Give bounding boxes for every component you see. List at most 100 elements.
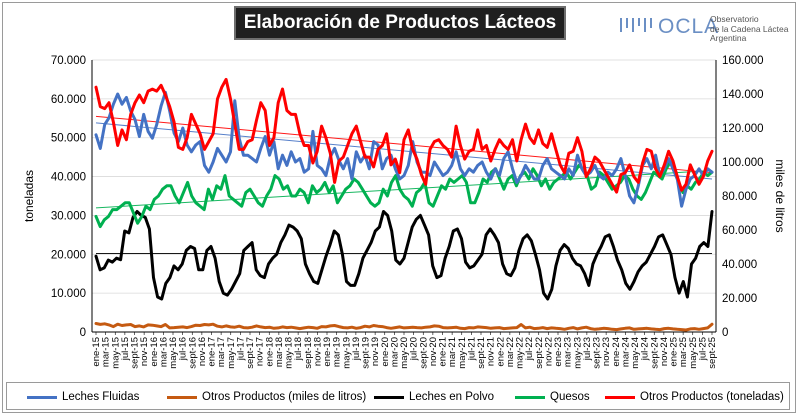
x-tick-label: jul-23 <box>582 337 593 361</box>
legend-swatch <box>27 395 57 399</box>
x-tick-label: ene-24 <box>611 337 622 367</box>
y-left-tick-label: 70.000 <box>51 55 86 67</box>
y-right-tick-label: 0 <box>722 327 728 339</box>
logo-wordmark: OCLA <box>658 15 720 38</box>
chart-title: Elaboración de Productos Lácteos <box>243 12 557 33</box>
logo-line-1: Observatorio <box>710 14 759 24</box>
y-right-tick-label: 140.000 <box>722 89 764 101</box>
legend-item-otros-litros: Otros Productos (miles de litros) <box>167 390 366 404</box>
legend-item-quesos: Quesos <box>515 390 590 404</box>
y-left-tick-label: 40.000 <box>51 172 86 184</box>
x-tick-label: may-18 <box>284 337 295 369</box>
milk-drops-icon <box>620 18 652 32</box>
x-tick-label: jul-22 <box>524 337 535 361</box>
x-tick-label: may-24 <box>630 337 641 369</box>
y-right-axis-title: miles de litros <box>773 159 787 232</box>
y-right-tick-label: 20.000 <box>722 293 757 305</box>
legend-swatch <box>374 395 404 399</box>
x-tick-label: nov-16 <box>197 337 208 366</box>
x-tick-label: may-25 <box>688 337 699 369</box>
x-tick-label: ene-21 <box>438 337 449 367</box>
legend-item-leches-fluidas: Leches Fluidas <box>27 390 139 404</box>
y-left-tick-label: 10.000 <box>51 288 86 300</box>
x-tick-label: ene-17 <box>207 337 218 367</box>
legend-label: Otros Productos (toneladas) <box>640 391 784 403</box>
x-tick-label: ene-23 <box>553 337 564 367</box>
legend-label: Leches en Polvo <box>409 391 495 403</box>
x-tick-label: jul-21 <box>466 337 477 361</box>
x-tick-label: mar-21 <box>447 337 458 367</box>
x-tick-label: sept-15 <box>130 337 141 369</box>
x-tick-label: nov-19 <box>370 337 381 366</box>
x-tick-label: jul-19 <box>351 337 362 361</box>
legend-swatch <box>605 395 635 399</box>
x-tick-label: nov-20 <box>428 337 439 366</box>
x-tick-label: jul-25 <box>697 337 708 361</box>
y-left-tick-label: 0 <box>80 327 86 339</box>
x-tick-label: jul-17 <box>235 337 246 361</box>
y-left-axis-title: toneladas <box>22 170 36 222</box>
series-line-2 <box>94 210 714 301</box>
legend-item-otros-toneladas: Otros Productos (toneladas) <box>605 390 784 404</box>
legend-swatch <box>515 395 545 399</box>
y-left-tick-label: 20.000 <box>51 249 86 261</box>
legend: Leches Fluidas Otros Productos (miles de… <box>6 382 790 410</box>
x-tick-label: ene-15 <box>91 337 102 367</box>
x-tick-label: jul-16 <box>178 337 189 361</box>
legend-label: Leches Fluidas <box>62 391 140 403</box>
x-tick-label: ene-20 <box>380 337 391 367</box>
x-tick-label: nov-15 <box>139 337 150 366</box>
x-tick-label: mar-18 <box>274 337 285 367</box>
legend-label: Otros Productos (miles de litros) <box>202 391 367 403</box>
logo-line-3: Argentina <box>710 33 747 43</box>
legend-swatch <box>167 395 197 399</box>
x-tick-label: ene-22 <box>495 337 506 367</box>
legend-item-leches-polvo: Leches en Polvo <box>374 390 494 404</box>
x-tick-label: mar-23 <box>563 337 574 367</box>
y-left-tick-label: 60.000 <box>51 94 86 106</box>
x-tick-label: mar-20 <box>389 337 400 367</box>
series-line-1 <box>94 322 714 332</box>
y-left-tick-label: 30.000 <box>51 210 86 222</box>
y-right-tick-label: 40.000 <box>722 259 757 271</box>
x-tick-label: ene-19 <box>322 337 333 367</box>
x-tick-label: sept-22 <box>534 337 545 369</box>
x-tick-label: sept-19 <box>361 337 372 369</box>
x-tick-label: may-15 <box>110 337 121 369</box>
x-tick-label: sept-20 <box>418 337 429 369</box>
x-tick-label: nov-22 <box>543 337 554 366</box>
x-tick-label: sept-17 <box>245 337 256 369</box>
x-tick-label: sept-18 <box>303 337 314 369</box>
x-tick-label: mar-15 <box>101 337 112 367</box>
title-banner: Elaboración de Productos Lácteos <box>234 6 566 40</box>
y-right-tick-label: 60.000 <box>722 225 757 237</box>
x-tick-label: nov-23 <box>601 337 612 366</box>
x-tick-label: sept-24 <box>649 337 660 369</box>
x-tick-label: jul-20 <box>409 337 420 361</box>
x-tick-label: sept-16 <box>187 337 198 369</box>
legend-label: Quesos <box>550 391 590 403</box>
logo-subtitle: Observatorio de la Cadena Láctea Argenti… <box>710 14 788 44</box>
x-tick-label: jul-18 <box>293 337 304 361</box>
x-tick-label: may-23 <box>572 337 583 369</box>
x-tick-label: mar-19 <box>332 337 343 367</box>
x-tick-label: ene-18 <box>264 337 275 367</box>
x-tick-label: mar-24 <box>620 337 631 367</box>
y-right-tick-label: 120.000 <box>722 123 764 135</box>
x-tick-label: may-17 <box>226 337 237 369</box>
x-tick-label: may-22 <box>515 337 526 369</box>
ocla-logo: OCLA Observatorio de la Cadena Láctea Ar… <box>618 14 794 48</box>
x-tick-label: mar-25 <box>678 337 689 367</box>
x-tick-label: nov-21 <box>486 337 497 366</box>
x-tick-label: sept-21 <box>476 337 487 369</box>
x-tick-label: may-19 <box>341 337 352 369</box>
x-tick-label: jul-24 <box>640 337 651 361</box>
series-line-0 <box>94 90 714 208</box>
y-right-tick-label: 100.000 <box>722 157 764 169</box>
x-tick-label: mar-16 <box>158 337 169 367</box>
axes: 0 10.000 20.000 30.000 40.000 50.000 60.000 70.… <box>22 55 787 369</box>
x-tick-label: may-21 <box>457 337 468 369</box>
series-line-3 <box>94 160 714 229</box>
x-tick-label: nov-18 <box>312 337 323 366</box>
